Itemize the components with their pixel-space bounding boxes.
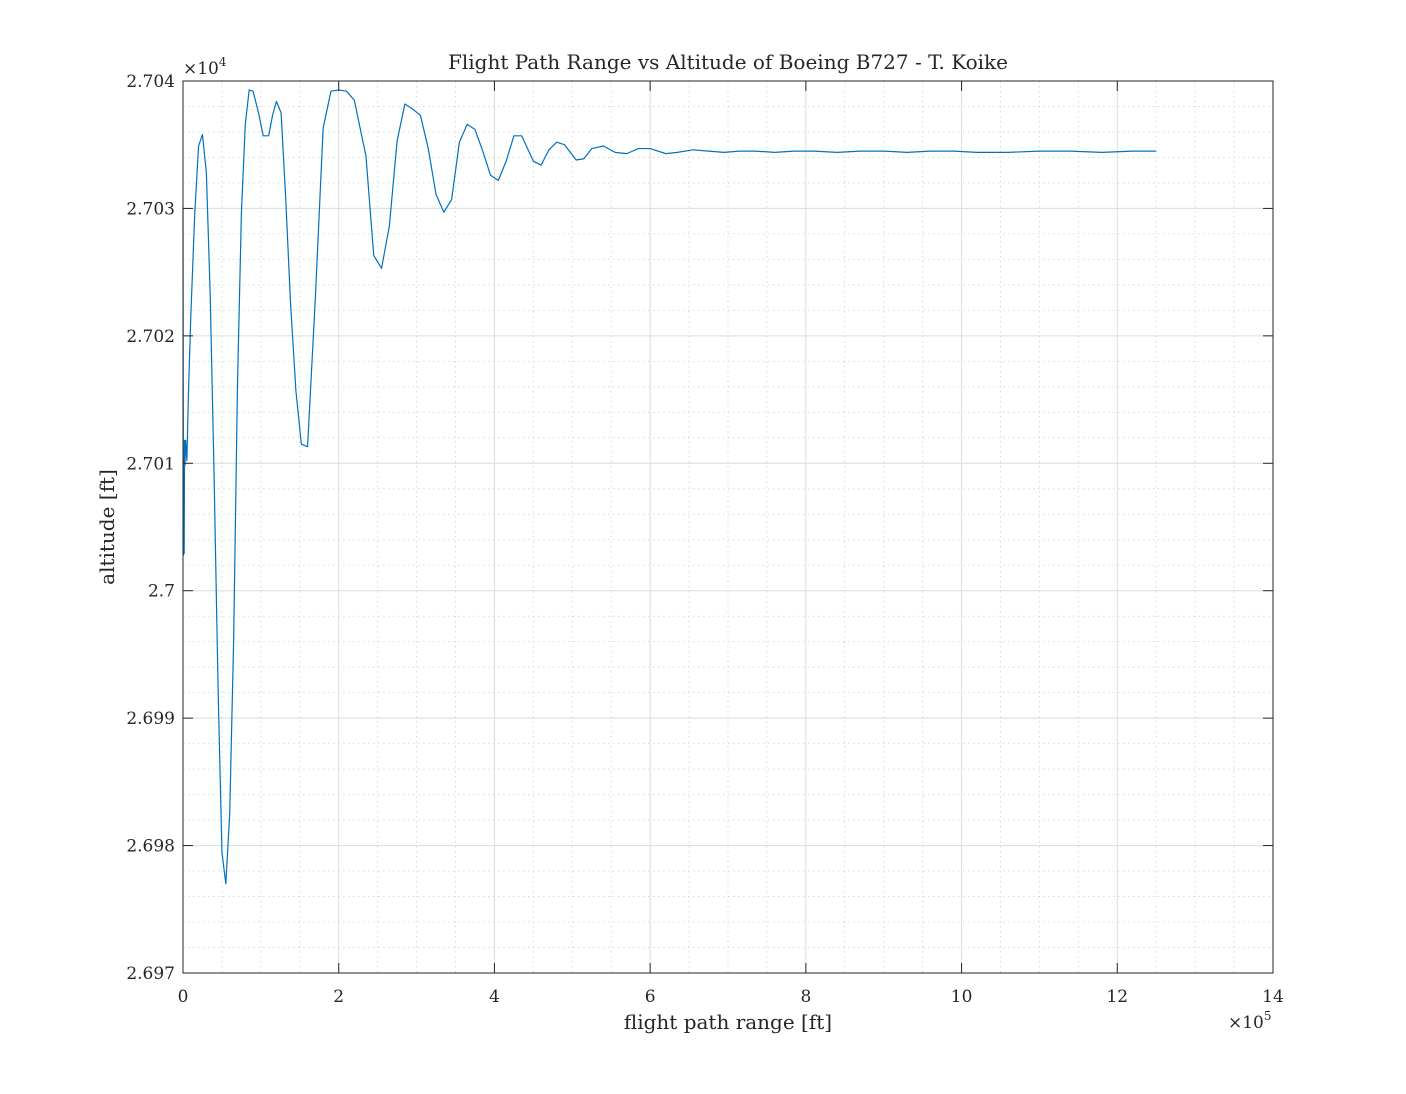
y-tick-label: 2.703 (126, 199, 175, 219)
chart-title: Flight Path Range vs Altitude of Boeing … (448, 50, 1008, 74)
x-exponent-power: 5 (1264, 1009, 1272, 1023)
x-axis-label: flight path range [ft] (624, 1010, 832, 1034)
y-exponent-power: 4 (219, 55, 227, 69)
x-exponent-base: ×10 (1228, 1013, 1264, 1033)
y-tick-label: 2.702 (126, 327, 175, 347)
x-tick-label: 14 (1262, 987, 1284, 1007)
minor-grid (183, 81, 1273, 973)
x-tick-label: 6 (645, 987, 656, 1007)
x-tick-label: 2 (333, 987, 344, 1007)
series-line (182, 89, 1157, 885)
y-tick-label: 2.704 (126, 72, 175, 92)
x-tick-labels: 0 2 4 6 8 10 12 14 (178, 987, 1284, 1007)
axis-ticks (182, 80, 1274, 974)
x-tick-label: 12 (1106, 987, 1128, 1007)
y-tick-label: 2.7 (148, 582, 175, 602)
y-tick-labels: 2.697 2.698 2.699 2.7 2.701 2.702 2.703 2.704 (126, 72, 175, 984)
y-tick-label: 2.699 (126, 709, 175, 729)
y-axis-label: altitude [ft] (95, 469, 119, 585)
axes-box (182, 80, 1274, 974)
y-tick-label: 2.698 (126, 837, 175, 857)
x-tick-label: 8 (800, 987, 811, 1007)
x-tick-label: 10 (951, 987, 973, 1007)
y-tick-label: 2.701 (126, 454, 175, 474)
y-exponent: ×104 (183, 55, 227, 79)
y-tick-label: 2.697 (126, 964, 175, 984)
y-exponent-base: ×10 (183, 59, 219, 79)
x-exponent: ×105 (1228, 1009, 1272, 1033)
x-tick-label: 0 (178, 987, 189, 1007)
x-tick-label: 4 (489, 987, 500, 1007)
